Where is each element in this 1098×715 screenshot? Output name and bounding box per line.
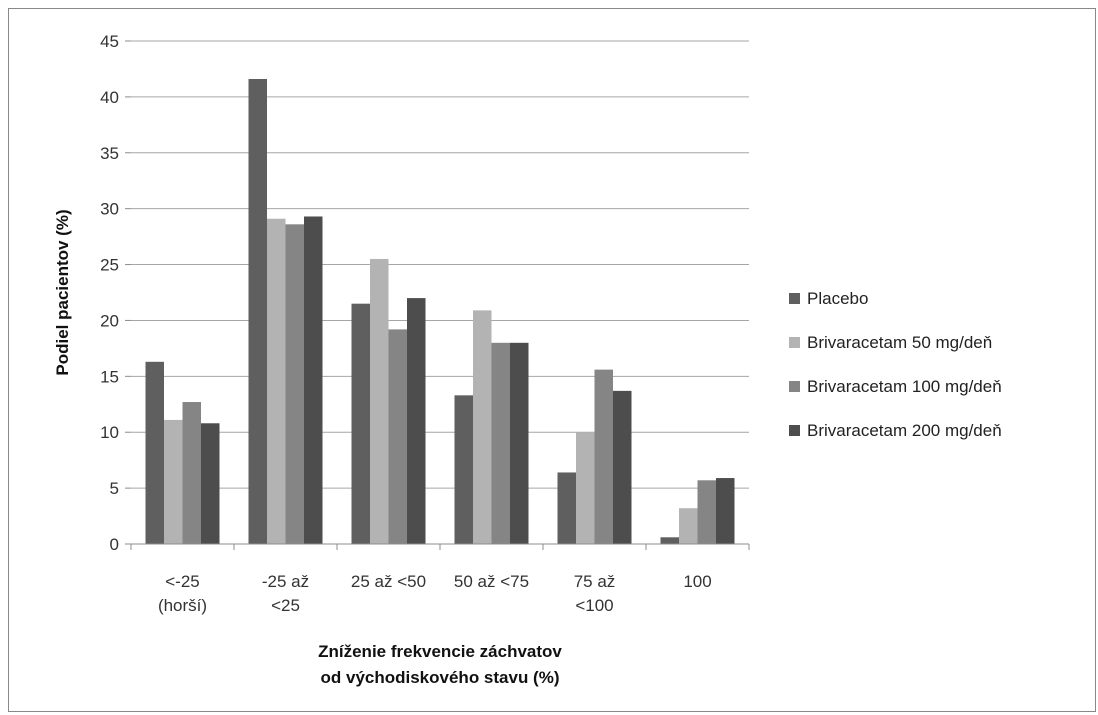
y-tick-label: 30: [100, 200, 119, 219]
bar: [388, 329, 407, 544]
x-tick-label: 75 až <100: [574, 572, 616, 615]
x-tick-label-line: 25 až <50: [351, 572, 426, 591]
y-tick-label: 25: [100, 256, 119, 275]
y-tick-label: 0: [110, 535, 119, 554]
x-tick-label-line: 100: [683, 572, 711, 591]
bar: [491, 342, 510, 544]
legend-swatch: [789, 425, 800, 436]
y-tick-label: 15: [100, 367, 119, 386]
y-tick-label: 5: [110, 479, 119, 498]
x-tick-label-line: <-25: [165, 572, 200, 591]
x-tick-label-line: <25: [271, 596, 300, 615]
legend-swatch: [789, 337, 800, 348]
x-tick-label: <-25 (horší): [158, 572, 207, 615]
bar: [267, 218, 286, 544]
bar: [613, 390, 632, 544]
bar: [164, 419, 183, 544]
x-tick-label-line: 75 až: [574, 572, 616, 591]
legend: Placebo Brivaracetam 50 mg/deň Brivaraceta…: [789, 289, 1002, 440]
bar: [576, 432, 595, 544]
legend-label: Brivaracetam 50 mg/deň: [807, 333, 992, 352]
bar: [407, 298, 426, 544]
bar: [454, 395, 473, 544]
legend-label: Brivaracetam 100 mg/deň: [807, 377, 1002, 396]
y-tick-label: 45: [100, 32, 119, 51]
x-tick-label: 25 až <50: [351, 572, 426, 591]
y-tick-label: 10: [100, 423, 119, 442]
bar: [304, 216, 323, 545]
bar: [370, 258, 389, 544]
y-tick-label: 20: [100, 311, 119, 330]
bar: [351, 303, 370, 544]
bar: [201, 423, 220, 544]
bar-chart: 0 5 10 15 20 25 30 35 40 45 <-25 (horší) -25 až <25 2…: [53, 32, 1002, 687]
x-tick-label-line: <100: [575, 596, 613, 615]
legend-label: Brivaracetam 200 mg/deň: [807, 421, 1002, 440]
x-tick-label: 100: [683, 572, 711, 591]
bar: [660, 537, 679, 544]
bar: [679, 508, 698, 544]
y-tick-label: 40: [100, 88, 119, 107]
x-tick-label: 50 až <75: [454, 572, 529, 591]
x-tick-label-line: 50 až <75: [454, 572, 529, 591]
legend-swatch: [789, 293, 800, 304]
bar: [557, 472, 576, 544]
x-tick-label: -25 až <25: [262, 572, 309, 615]
x-axis-ticks: <-25 (horší) -25 až <25 25 až <50 50 až <75 75…: [130, 544, 750, 615]
x-tick-label-line: -25 až: [262, 572, 309, 591]
legend-label: Placebo: [807, 289, 868, 308]
bar: [594, 369, 613, 544]
bar: [697, 480, 716, 544]
gridlines: [131, 40, 749, 489]
y-axis-title: Podiel pacientov (%): [53, 209, 72, 375]
x-axis-title: Zníženie frekvencie záchvatov od východis…: [318, 642, 562, 687]
x-axis-title-line: Zníženie frekvencie záchvatov: [318, 642, 562, 661]
bars: [145, 79, 735, 545]
legend-swatch: [789, 381, 800, 392]
bar: [716, 478, 735, 544]
bar: [510, 342, 529, 544]
x-axis-title-line: od východiskového stavu (%): [321, 668, 560, 687]
y-axis-ticks: 0 5 10 15 20 25 30 35 40 45: [100, 32, 131, 554]
x-tick-label-line: (horší): [158, 596, 207, 615]
bar: [248, 79, 267, 544]
y-tick-label: 35: [100, 144, 119, 163]
chart-frame: 0 5 10 15 20 25 30 35 40 45 <-25 (horší) -25 až <25 2…: [8, 8, 1096, 712]
bar: [285, 224, 304, 544]
bar: [182, 402, 201, 544]
bar: [473, 310, 492, 544]
bar: [145, 361, 164, 544]
